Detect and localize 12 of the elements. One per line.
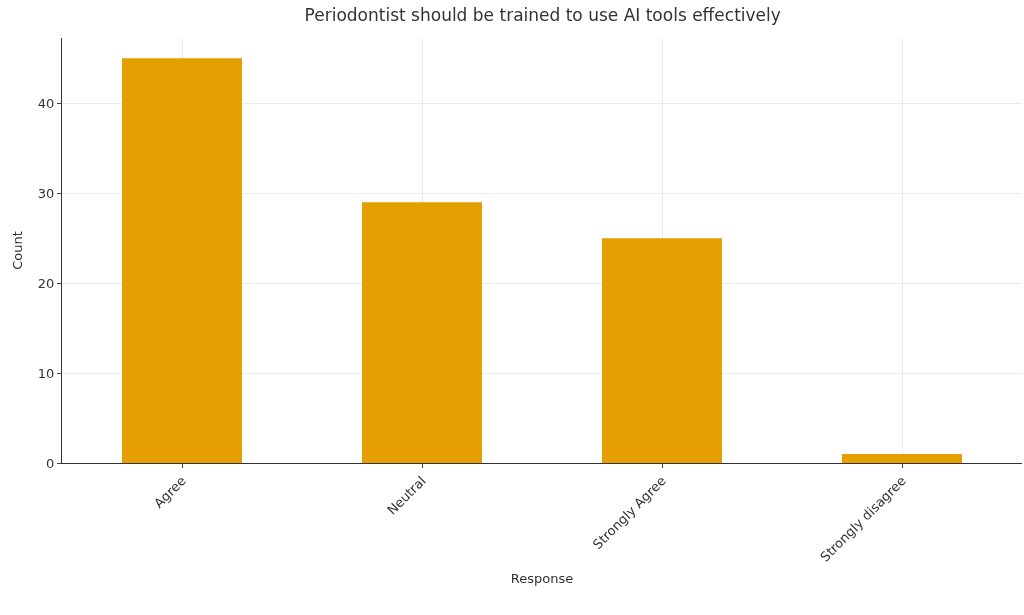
y-axis-title: Count bbox=[9, 231, 25, 270]
bar bbox=[842, 454, 962, 463]
y-tick-label: 20 bbox=[37, 275, 55, 291]
bar bbox=[602, 238, 722, 463]
y-tick-label: 0 bbox=[46, 455, 55, 471]
bar bbox=[362, 202, 482, 463]
y-tick-label: 10 bbox=[37, 365, 55, 381]
bar bbox=[122, 58, 242, 463]
chart-title: Periodontist should be trained to use AI tools effectively bbox=[304, 5, 781, 26]
y-tick-label: 30 bbox=[37, 185, 55, 201]
y-tick-label: 40 bbox=[37, 95, 55, 111]
x-axis-title: Response bbox=[510, 571, 574, 587]
